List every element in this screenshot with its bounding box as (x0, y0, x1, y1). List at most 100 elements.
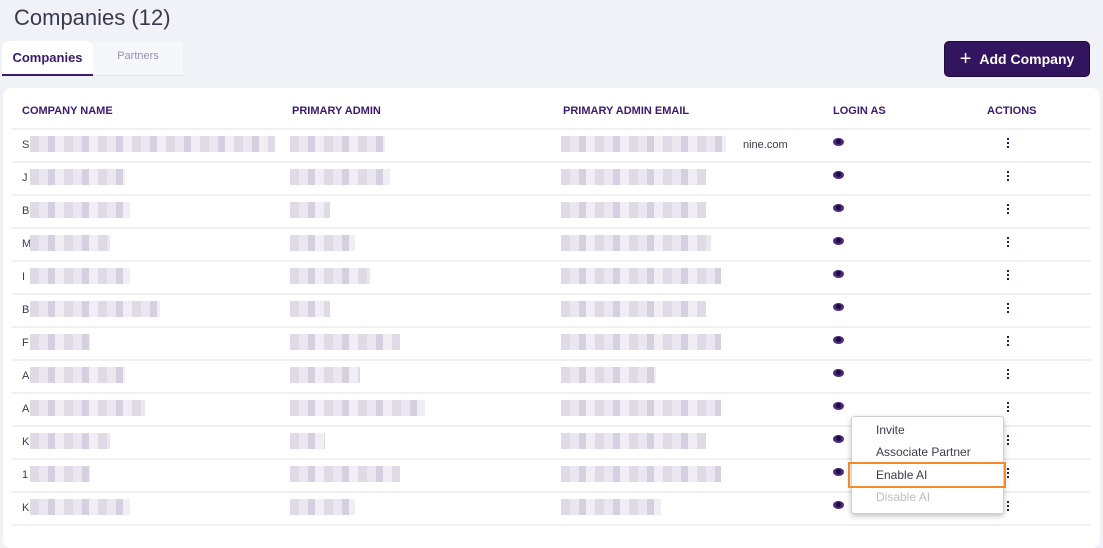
redacted-admin-email (561, 433, 706, 449)
redacted-company-name (30, 169, 125, 185)
actions-kebab-icon[interactable] (1005, 301, 1011, 319)
redacted-company-name (30, 367, 125, 383)
actions-kebab-icon[interactable] (1005, 235, 1011, 253)
redacted-admin-email (561, 499, 661, 515)
redacted-company-name (30, 334, 90, 350)
actions-kebab-icon[interactable] (1005, 466, 1011, 484)
table-row: B (12, 293, 1091, 328)
table-row: M (12, 227, 1091, 262)
login-as-eye-icon[interactable] (833, 501, 844, 509)
redacted-admin-email (561, 334, 721, 350)
redacted-primary-admin (290, 334, 400, 350)
redacted-company-name (30, 301, 160, 317)
company-name: A (22, 403, 30, 415)
redacted-company-name (30, 499, 130, 515)
company-name: I (22, 271, 26, 283)
tab-partners[interactable]: Partners (93, 41, 183, 76)
login-as-eye-icon[interactable] (833, 435, 844, 443)
actions-kebab-icon[interactable] (1005, 499, 1011, 517)
company-name: J (22, 172, 28, 184)
company-name: F (22, 337, 29, 349)
redacted-admin-email (561, 400, 721, 416)
login-as-eye-icon[interactable] (833, 204, 844, 212)
actions-kebab-icon[interactable] (1005, 202, 1011, 220)
redacted-admin-email (561, 367, 656, 383)
redacted-admin-email (561, 169, 706, 185)
actions-kebab-icon[interactable] (1005, 268, 1011, 286)
login-as-eye-icon[interactable] (833, 171, 844, 179)
menu-item-invite[interactable]: Invite (876, 423, 905, 437)
table-row: J (12, 161, 1091, 196)
admin-email-tail: nine.com (743, 139, 788, 151)
redacted-primary-admin (290, 136, 385, 152)
add-company-label: Add Company (979, 51, 1075, 67)
login-as-eye-icon[interactable] (833, 402, 844, 410)
login-as-eye-icon[interactable] (833, 303, 844, 311)
table-row: F (12, 326, 1091, 361)
header-login-as: LOGIN AS (833, 105, 886, 117)
redacted-company-name (30, 466, 90, 482)
company-name: B (22, 304, 30, 316)
redacted-primary-admin (290, 466, 400, 482)
redacted-admin-email (561, 235, 711, 251)
actions-kebab-icon[interactable] (1005, 136, 1011, 154)
redacted-company-name (30, 400, 145, 416)
redacted-primary-admin (290, 367, 360, 383)
company-name: K (22, 502, 30, 514)
company-name: 1 (22, 469, 29, 481)
company-name: M (22, 238, 32, 250)
menu-item-associate-partner[interactable]: Associate Partner (876, 445, 971, 459)
companies-table: COMPANY NAME PRIMARY ADMIN PRIMARY ADMIN… (3, 88, 1100, 548)
redacted-company-name (30, 235, 110, 251)
redacted-company-name (30, 433, 110, 449)
redacted-admin-email (561, 268, 721, 284)
redacted-primary-admin (290, 400, 425, 416)
actions-menu: Invite Associate Partner Enable AI Disab… (848, 416, 1006, 514)
company-name: A (22, 370, 30, 382)
tab-companies[interactable]: Companies (2, 41, 93, 76)
login-as-eye-icon[interactable] (833, 138, 844, 146)
redacted-admin-email (561, 466, 721, 482)
company-name: K (22, 436, 30, 448)
table-row: A (12, 392, 1091, 427)
table-header: COMPANY NAME PRIMARY ADMIN PRIMARY ADMIN… (12, 88, 1091, 130)
table-row: B (12, 194, 1091, 229)
actions-kebab-icon[interactable] (1005, 433, 1011, 451)
actions-kebab-icon[interactable] (1005, 400, 1011, 418)
redacted-primary-admin (290, 268, 370, 284)
login-as-eye-icon[interactable] (833, 369, 844, 377)
actions-kebab-icon[interactable] (1005, 169, 1011, 187)
table-row: K (12, 425, 1091, 460)
login-as-eye-icon[interactable] (833, 237, 844, 245)
redacted-primary-admin (290, 301, 330, 317)
table-row: 1 (12, 458, 1091, 493)
header-company-name: COMPANY NAME (22, 105, 113, 117)
redacted-company-name (30, 202, 130, 218)
login-as-eye-icon[interactable] (833, 468, 844, 476)
menu-item-enable-ai[interactable]: Enable AI (848, 462, 1006, 488)
redacted-primary-admin (290, 202, 330, 218)
plus-icon: + (959, 48, 972, 70)
redacted-company-name (30, 136, 275, 152)
add-company-button[interactable]: + Add Company (944, 41, 1090, 77)
header-primary-admin: PRIMARY ADMIN (292, 105, 381, 117)
actions-kebab-icon[interactable] (1005, 367, 1011, 385)
redacted-primary-admin (290, 499, 355, 515)
redacted-primary-admin (290, 169, 390, 185)
redacted-primary-admin (290, 433, 325, 449)
login-as-eye-icon[interactable] (833, 270, 844, 278)
redacted-company-name (30, 268, 130, 284)
redacted-admin-email (561, 202, 706, 218)
redacted-admin-email (561, 301, 706, 317)
redacted-primary-admin (290, 235, 355, 251)
login-as-eye-icon[interactable] (833, 336, 844, 344)
actions-kebab-icon[interactable] (1005, 334, 1011, 352)
page-title: Companies (12) (14, 5, 171, 30)
company-name: S (22, 139, 30, 151)
company-name: B (22, 205, 30, 217)
menu-item-disable-ai: Disable AI (876, 490, 931, 504)
table-row: A (12, 359, 1091, 394)
table-row: K (12, 491, 1091, 526)
table-row: I (12, 260, 1091, 295)
